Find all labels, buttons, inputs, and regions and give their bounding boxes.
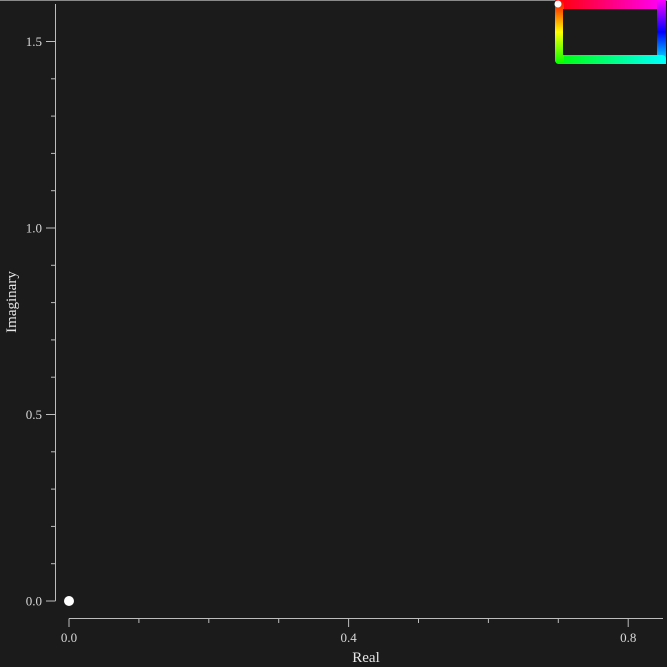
hue-legend-bottom-edge — [555, 55, 666, 64]
hue-legend-inner — [563, 9, 657, 55]
y-tick-label: 1.5 — [26, 34, 42, 49]
y-tick-label: 0.5 — [26, 407, 42, 422]
x-tick-label: 0.8 — [620, 630, 636, 645]
data-points — [64, 596, 74, 606]
y-axis-title: Imaginary — [4, 271, 20, 333]
hue-legend-left-edge — [555, 0, 564, 64]
hue-legend-right-edge — [657, 0, 666, 64]
y-tick-label: 1.0 — [26, 221, 42, 236]
hue-legend-top-edge — [555, 0, 666, 9]
hue-legend-marker — [554, 0, 562, 8]
x-tick-label: 0.0 — [61, 630, 77, 645]
data-point — [64, 596, 74, 606]
hue-legend — [554, 0, 666, 64]
x-tick-label: 0.4 — [340, 630, 357, 645]
y-axis-ticks: 0.0 0.5 1.0 1.5 — [26, 34, 56, 609]
y-tick-label: 0.0 — [26, 594, 42, 609]
x-axis-ticks: 0.0 0.4 0.8 — [61, 618, 636, 645]
x-axis-title: Real — [352, 650, 380, 666]
